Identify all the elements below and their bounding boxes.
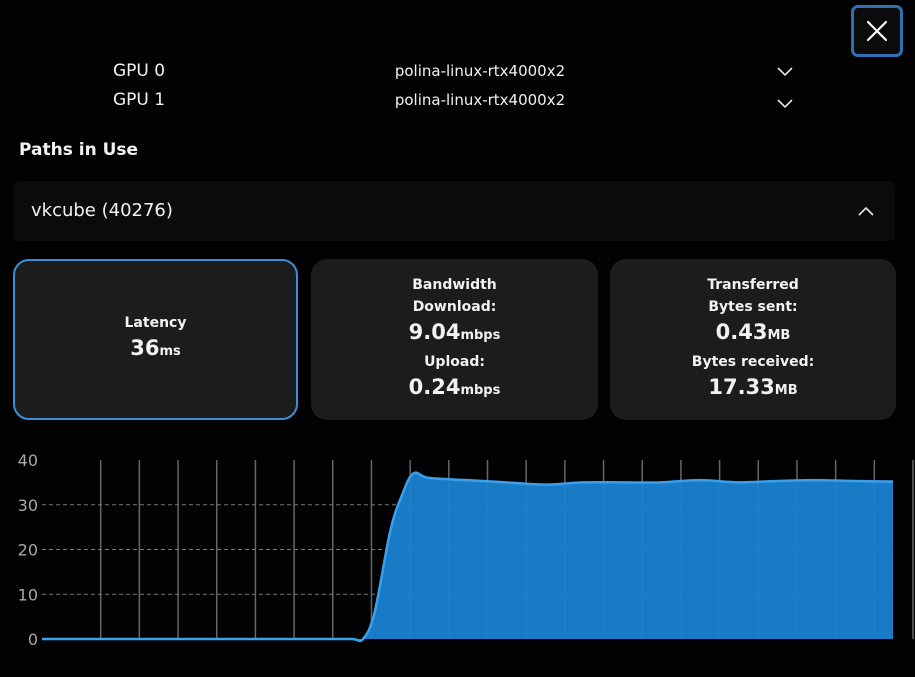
latency-unit: ms (159, 344, 181, 359)
y-tick-label: 30 (18, 496, 38, 515)
transferred-title: Transferred (707, 276, 799, 293)
upload-label: Upload: (424, 353, 485, 370)
bytes-sent-value: 0.43MB (716, 319, 791, 349)
upload-unit: mbps (460, 382, 501, 398)
latency-number: 36 (130, 336, 160, 360)
latency-chart: 0 10 20 30 40 (18, 451, 914, 649)
download-unit: mbps (460, 327, 501, 343)
bytes-received-unit: MB (774, 382, 798, 398)
upload-value: 0.24mbps (409, 374, 501, 404)
y-tick-label: 40 (18, 451, 38, 470)
latency-line (42, 471, 894, 643)
bytes-sent-number: 0.43 (715, 319, 768, 344)
bandwidth-title: Bandwidth (412, 276, 497, 293)
latency-card[interactable]: Latency 36ms (13, 259, 298, 420)
y-tick-label: 20 (18, 541, 38, 560)
gpu-label: GPU 0 (113, 61, 166, 81)
bytes-received-label: Bytes received: (691, 353, 815, 370)
chevron-down-icon[interactable] (776, 64, 794, 78)
chevron-down-icon[interactable] (776, 96, 794, 110)
y-tick-label: 0 (28, 630, 38, 649)
process-accordion[interactable]: vkcube (40276) (13, 181, 895, 241)
download-label: Download: (412, 298, 497, 315)
gpu-row-0: GPU 0 polina-linux-rtx4000x2 (0, 61, 915, 85)
bytes-received-number: 17.33 (708, 374, 775, 399)
bandwidth-card[interactable]: Bandwidth Download: 9.04mbps Upload: 0.2… (311, 259, 598, 420)
latency-value: 36ms (130, 335, 181, 365)
chevron-up-icon[interactable] (857, 204, 875, 218)
gpu-label: GPU 1 (113, 90, 166, 110)
paths-title: Paths in Use (19, 140, 139, 160)
bytes-received-value: 17.33MB (708, 374, 797, 404)
download-number: 9.04 (408, 319, 461, 344)
y-tick-label: 10 (18, 585, 38, 604)
gpu-host: polina-linux-rtx4000x2 (394, 62, 566, 80)
process-name: vkcube (40276) (31, 200, 173, 221)
gpu-row-1: GPU 1 polina-linux-rtx4000x2 (0, 90, 915, 114)
upload-number: 0.24 (408, 374, 461, 399)
close-button[interactable] (851, 5, 903, 57)
bytes-sent-unit: MB (767, 327, 791, 343)
gpu-host: polina-linux-rtx4000x2 (394, 91, 566, 109)
transferred-card[interactable]: Transferred Bytes sent: 0.43MB Bytes rec… (610, 259, 896, 420)
latency-area (42, 472, 893, 641)
close-icon (866, 20, 888, 42)
bytes-sent-label: Bytes sent: (708, 298, 798, 315)
latency-label: Latency (124, 315, 187, 331)
download-value: 9.04mbps (409, 319, 501, 349)
